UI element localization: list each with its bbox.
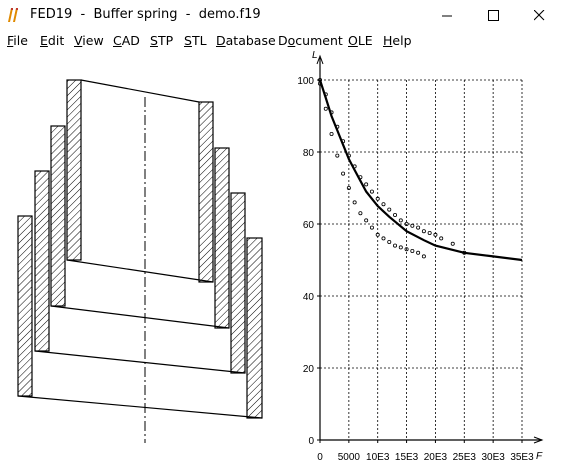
series-marker-1 <box>404 221 409 226</box>
series-marker-2 <box>375 232 380 237</box>
close-icon <box>533 10 544 21</box>
series-marker-1 <box>381 202 386 207</box>
series-marker-1 <box>369 189 374 194</box>
series-marker-2 <box>393 243 398 248</box>
series-marker-2 <box>352 200 357 205</box>
y-axis-arrow <box>316 54 324 65</box>
plate4-left-wall <box>17 215 33 397</box>
menu-ole[interactable]: OLE <box>348 33 373 48</box>
series-line-solid <box>318 79 523 262</box>
ring2-top <box>50 305 230 329</box>
minimize-icon <box>441 15 452 17</box>
series-marker-2 <box>323 106 328 111</box>
menu-stp[interactable]: STP <box>150 33 174 48</box>
menu-stl[interactable]: STL <box>184 33 207 48</box>
series-marker-2 <box>358 211 363 216</box>
menu-view[interactable]: View <box>74 33 104 48</box>
series-marker-2 <box>335 153 340 158</box>
y-tick-label: 100 <box>297 76 314 87</box>
menu-edit[interactable]: Edit <box>40 33 65 48</box>
series-marker-1 <box>323 92 328 97</box>
series-marker-1 <box>433 232 438 237</box>
series-marker-2 <box>317 81 322 86</box>
x-tick-label: 20E3 <box>424 452 448 463</box>
x-axis-arrow <box>533 436 544 444</box>
plate3-left-wall <box>34 170 50 352</box>
series-marker-2 <box>364 218 369 223</box>
plate4-right-wall <box>246 237 263 419</box>
menu-database[interactable]: Database <box>216 33 276 48</box>
series-marker-1 <box>329 110 334 115</box>
menu-bar: File Edit View CAD STP STL Database Docu… <box>0 31 562 51</box>
series-marker-2 <box>410 248 415 253</box>
title-bar[interactable]: FED19 - Buffer spring - demo.f19 <box>0 0 562 31</box>
x-tick-label: 15E3 <box>395 452 419 463</box>
y-tick-label: 60 <box>303 220 315 231</box>
series-marker-1 <box>358 175 363 180</box>
x-tick-label: 30E3 <box>481 452 505 463</box>
spring-characteristic-chart: L F 0 20 40 60 80 100 0 5000 10E3 15E3 20E3 25E3 30E3 3… <box>297 51 544 463</box>
series-marker-1 <box>346 153 351 158</box>
series-marker-1 <box>393 212 398 217</box>
y-tick-label: 80 <box>303 148 315 159</box>
series-marker-1 <box>416 225 421 230</box>
series-marker-1 <box>341 139 346 144</box>
x-tick-label: 0 <box>317 452 323 463</box>
x-tick-label: 35E3 <box>510 452 534 463</box>
plate3-right-wall <box>230 192 246 374</box>
series-marker-1 <box>387 207 392 212</box>
series-marker-1 <box>439 236 444 241</box>
y-tick-label: 40 <box>303 292 315 303</box>
series-marker-2 <box>398 245 403 250</box>
series-marker-2 <box>329 131 334 136</box>
menu-cad[interactable]: CAD <box>113 33 140 48</box>
y-tick-label: 0 <box>308 436 314 447</box>
series-marker-1 <box>410 223 415 228</box>
series-marker-1 <box>352 164 357 169</box>
plate1-right-wall <box>198 101 214 283</box>
plate2-left-wall <box>50 125 66 307</box>
series-marker-1 <box>375 196 380 201</box>
series-marker-2 <box>381 236 386 241</box>
ring3-top <box>34 350 246 374</box>
series-marker-1 <box>335 124 340 129</box>
series-marker-2 <box>341 171 346 176</box>
series-marker-1 <box>398 218 403 223</box>
x-tick-label: 5000 <box>338 452 361 463</box>
plate1-top-edge <box>80 79 200 103</box>
menu-help[interactable]: Help <box>383 33 412 48</box>
series-marker-2 <box>416 250 421 255</box>
fed19-app-icon <box>8 8 18 22</box>
drawing-canvas[interactable]: L F 0 20 40 60 80 100 0 5000 10E3 15E3 20E3 25E3 30E3 3… <box>0 51 562 467</box>
series-marker-1 <box>450 241 455 246</box>
x-axis-label: F <box>536 451 543 462</box>
x-tick-label: 25E3 <box>453 452 477 463</box>
menu-document[interactable]: Document <box>278 33 343 48</box>
spring-section-drawing <box>17 79 263 419</box>
x-tick-label: 10E3 <box>366 452 390 463</box>
y-tick-label: 20 <box>303 364 315 375</box>
series-marker-1 <box>364 182 369 187</box>
series-marker-1 <box>427 230 432 235</box>
window-title: FED19 - Buffer spring - demo.f19 <box>30 7 261 22</box>
maximize-icon <box>487 10 499 21</box>
series-marker-2 <box>404 247 409 252</box>
minimize-button[interactable] <box>424 0 470 31</box>
series-marker-1 <box>462 250 467 255</box>
series-marker-2 <box>346 185 351 190</box>
y-axis-label: L <box>312 51 318 61</box>
close-button[interactable] <box>516 0 562 31</box>
series-marker-2 <box>387 239 392 244</box>
menu-file[interactable]: File <box>7 33 28 48</box>
plate2-right-wall <box>214 147 230 329</box>
ring4-top <box>17 395 263 419</box>
series-marker-1 <box>421 229 426 234</box>
ring1-top <box>66 259 214 283</box>
series-marker-2 <box>369 225 374 230</box>
plate1-left-wall <box>66 79 82 261</box>
maximize-button[interactable] <box>470 0 516 31</box>
series-marker-2 <box>421 254 426 259</box>
